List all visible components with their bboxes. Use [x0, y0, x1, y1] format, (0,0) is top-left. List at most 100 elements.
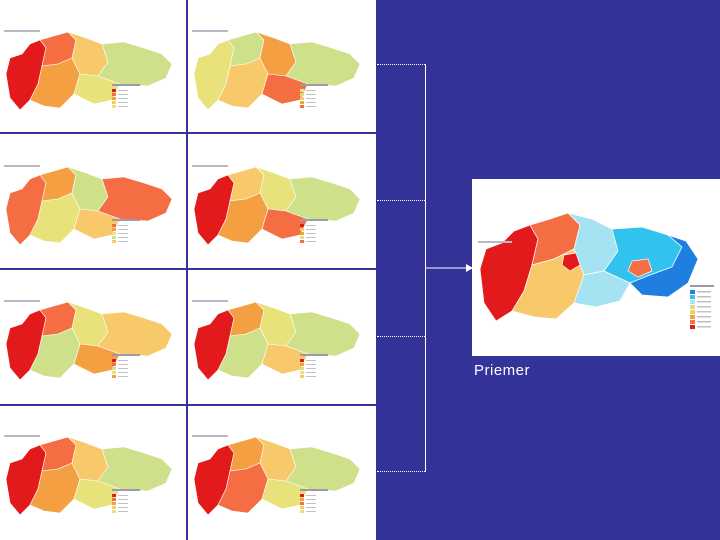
legend-swatch: [690, 320, 695, 324]
legend-label-mark: [697, 301, 711, 303]
legend-swatch: [690, 305, 695, 309]
legend-label-mark: [697, 311, 711, 313]
grid-divider: [0, 268, 376, 270]
legend-swatch: [300, 367, 304, 370]
legend-swatch: [300, 375, 304, 378]
legend-label-mark: [118, 98, 128, 99]
map-region: [97, 446, 173, 492]
legend-title-mark: [300, 354, 328, 356]
legend-label-mark: [118, 495, 128, 496]
legend-label-mark: [118, 233, 128, 234]
legend-swatch: [690, 315, 695, 319]
map-title-mark: [192, 30, 228, 32]
legend-title-mark: [300, 489, 328, 491]
legend-label-mark: [306, 364, 316, 365]
grid-divider: [0, 404, 376, 406]
legend-label-mark: [118, 364, 128, 365]
legend-swatch: [112, 371, 116, 374]
map-panel: [188, 135, 374, 268]
legend-label-mark: [306, 94, 316, 95]
legend-label-mark: [118, 90, 128, 91]
legend-swatch: [300, 502, 304, 505]
map-panel: [188, 270, 374, 403]
legend-swatch: [300, 232, 304, 235]
legend-swatch: [112, 506, 116, 509]
legend-swatch: [300, 105, 304, 108]
legend-label-mark: [306, 102, 316, 103]
legend-label-mark: [118, 507, 128, 508]
legend-swatch: [112, 97, 116, 100]
choropleth-map: [4, 300, 173, 381]
legend-swatch: [112, 93, 116, 96]
legend-swatch: [300, 224, 304, 227]
legend-swatch: [112, 89, 116, 92]
legend-label-mark: [697, 316, 711, 318]
map-region: [97, 311, 173, 357]
choropleth-map: [192, 300, 361, 381]
legend-label-mark: [306, 503, 316, 504]
legend-label-mark: [306, 90, 316, 91]
map-panel: [188, 0, 374, 133]
legend-label-mark: [306, 511, 316, 512]
legend-label-mark: [697, 306, 711, 308]
map-region: [627, 258, 653, 278]
legend-label-mark: [306, 225, 316, 226]
legend-title-mark: [690, 285, 714, 287]
map-region: [285, 446, 361, 492]
legend-swatch: [690, 300, 695, 304]
legend-label-mark: [118, 372, 128, 373]
map-region: [561, 252, 581, 272]
legend-label-mark: [118, 225, 128, 226]
legend-label-mark: [306, 233, 316, 234]
map-title-mark: [4, 300, 40, 302]
map-title-mark: [4, 30, 40, 32]
choropleth-map: [4, 435, 173, 516]
connector-line: [377, 336, 425, 337]
legend-label-mark: [306, 499, 316, 500]
legend-label-mark: [697, 326, 711, 328]
map-region: [629, 234, 699, 298]
legend-label-mark: [306, 376, 316, 377]
legend-swatch: [300, 494, 304, 497]
legend-swatch: [300, 359, 304, 362]
choropleth-map: [192, 165, 361, 246]
choropleth-map: [4, 165, 173, 246]
average-choropleth-map: [478, 212, 714, 329]
legend-title-mark: [112, 84, 140, 86]
connector-line: [425, 64, 426, 472]
legend-swatch: [300, 506, 304, 509]
legend-swatch: [112, 236, 116, 239]
grid-divider: [186, 0, 188, 540]
map-title-mark: [4, 165, 40, 167]
legend-swatch: [300, 498, 304, 501]
map-region: [285, 41, 361, 87]
legend-swatch: [112, 502, 116, 505]
legend-swatch: [112, 498, 116, 501]
legend-swatch: [112, 494, 116, 497]
legend-swatch: [300, 510, 304, 513]
legend-swatch: [112, 105, 116, 108]
legend-swatch: [690, 295, 695, 299]
legend-swatch: [300, 89, 304, 92]
legend-swatch: [112, 228, 116, 231]
legend-swatch: [300, 101, 304, 104]
grid-divider: [0, 132, 376, 134]
legend-swatch: [300, 363, 304, 366]
legend-swatch: [112, 375, 116, 378]
legend-swatch: [690, 325, 695, 329]
legend-label-mark: [118, 241, 128, 242]
legend-label-mark: [697, 296, 711, 298]
arrow-right-icon: [426, 264, 473, 272]
legend-swatch: [690, 310, 695, 314]
legend-swatch: [112, 510, 116, 513]
legend-label-mark: [697, 291, 711, 293]
legend-title-mark: [112, 219, 140, 221]
legend-label-mark: [306, 360, 316, 361]
legend-title-mark: [300, 84, 328, 86]
map-region: [97, 41, 173, 87]
legend-label-mark: [118, 376, 128, 377]
map-region: [97, 176, 173, 222]
legend-title-mark: [112, 354, 140, 356]
map-panel: [188, 405, 374, 538]
legend-label-mark: [697, 321, 711, 323]
